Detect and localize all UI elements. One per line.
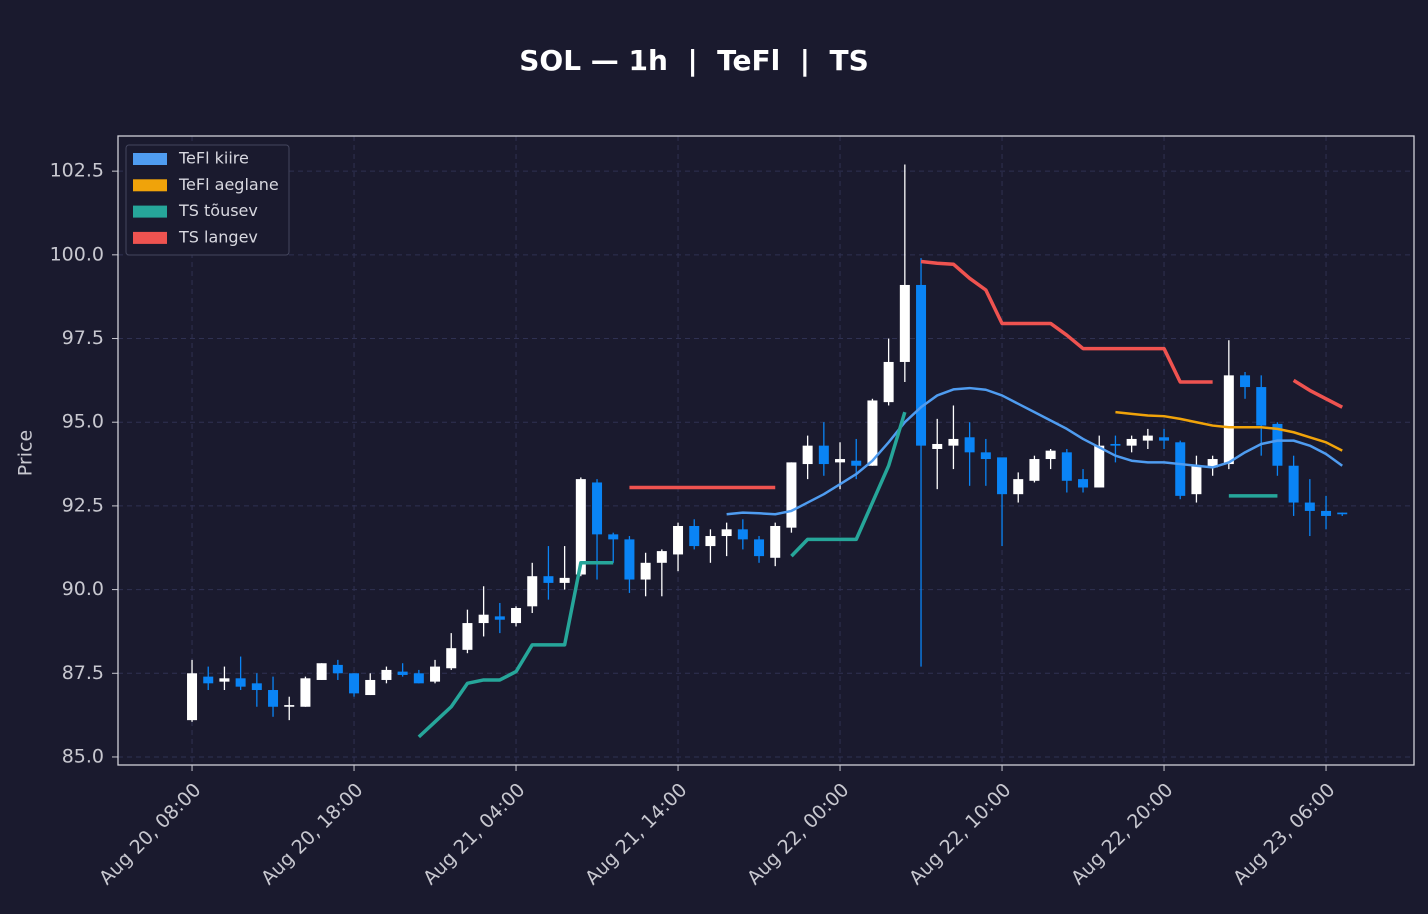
candle-body [397, 671, 408, 675]
candle-body [1029, 459, 1040, 481]
legend-swatch [133, 205, 167, 218]
candle-body [300, 678, 311, 707]
candle-body [980, 452, 991, 460]
candle-body [332, 664, 343, 674]
candle-body [575, 479, 586, 575]
candle-body [1337, 512, 1348, 515]
candle-body [381, 669, 392, 680]
candle-body [284, 705, 295, 707]
candle-body [1110, 443, 1121, 446]
legend-swatch [133, 179, 167, 192]
y-tick-label: 85.0 [62, 745, 104, 767]
candle-body [251, 683, 262, 691]
candle-body [867, 400, 878, 466]
candle-body [1094, 445, 1105, 488]
candle-body [462, 623, 473, 650]
candle-body [1288, 465, 1299, 503]
candle-body [1223, 375, 1234, 465]
candle-body [1207, 459, 1218, 468]
candle-body [608, 534, 619, 540]
candle-body [494, 616, 505, 620]
y-tick-label: 87.5 [62, 662, 104, 684]
y-tick-label: 100.0 [50, 243, 104, 265]
candle-body [1256, 387, 1267, 426]
candle-body [543, 576, 554, 583]
candle-body [203, 676, 214, 684]
legend-label: TeFl kiire [178, 149, 249, 168]
candle-body [413, 673, 424, 684]
candle-body [932, 443, 943, 449]
candle-body [1321, 510, 1332, 516]
candle-body [1078, 479, 1089, 488]
candle-body [964, 437, 975, 453]
candle-body [559, 577, 570, 583]
candle-body [511, 608, 522, 624]
y-tick-label: 90.0 [62, 578, 104, 600]
y-tick-label: 97.5 [62, 327, 104, 349]
candle-body [219, 678, 230, 682]
candle-body [673, 525, 684, 555]
indicator-line [1115, 410, 1343, 452]
candle-body [592, 482, 603, 535]
candle-body [624, 539, 635, 580]
candle-body [737, 529, 748, 540]
candle-body [705, 536, 716, 547]
candle-body [316, 663, 327, 680]
candle-body [1175, 442, 1186, 496]
candle-body [1159, 437, 1170, 441]
legend-box [125, 144, 290, 256]
candle-body [851, 460, 862, 466]
candle-body [818, 445, 829, 465]
legend-label: TeFl aeglane [178, 175, 279, 194]
legend-swatch [133, 231, 167, 244]
candle-body [754, 539, 765, 557]
y-tick-label: 95.0 [62, 411, 104, 433]
candle-body [948, 438, 959, 446]
candle-body [1304, 502, 1315, 511]
candle-body [430, 666, 441, 682]
legend-swatch [133, 153, 167, 165]
candle-body [689, 525, 700, 547]
candle-body [365, 679, 376, 696]
candle-body [1272, 423, 1283, 466]
candle-body [446, 648, 457, 669]
candle-body [527, 576, 538, 607]
indicator-line [726, 386, 1343, 516]
candle-body [786, 462, 797, 528]
chart-title: SOL — 1h | TeFl | TS [519, 44, 869, 77]
candle-body [770, 525, 781, 558]
candle-body [899, 284, 910, 362]
candle-body [997, 457, 1008, 495]
y-axis-label: Price [15, 430, 37, 476]
candle-body [1240, 375, 1251, 388]
candle-body [1126, 438, 1137, 446]
candle-body [1045, 450, 1056, 460]
candle-body [656, 551, 667, 563]
candle-body [478, 614, 489, 624]
indicator-line [417, 411, 1278, 739]
legend-label: TS tõusev [178, 201, 258, 220]
candle-body [235, 678, 246, 687]
candle-body [1013, 479, 1024, 495]
candle-body [916, 284, 927, 446]
candle-body [268, 690, 279, 707]
candle-body [802, 445, 813, 465]
candle-body [349, 673, 360, 694]
candle-body [835, 459, 846, 463]
legend-label: TS langev [178, 227, 258, 246]
candle-body [883, 361, 894, 403]
candle-body [1061, 452, 1072, 481]
y-tick-label: 92.5 [62, 494, 104, 516]
candle-body [187, 673, 198, 721]
candle-body [721, 529, 732, 537]
candle-body [1142, 435, 1153, 441]
candle-body [1191, 465, 1202, 495]
indicator-line [629, 259, 1344, 490]
plot-frame [117, 135, 1415, 766]
y-tick-label: 102.5 [50, 160, 104, 182]
candle-body [640, 562, 651, 580]
